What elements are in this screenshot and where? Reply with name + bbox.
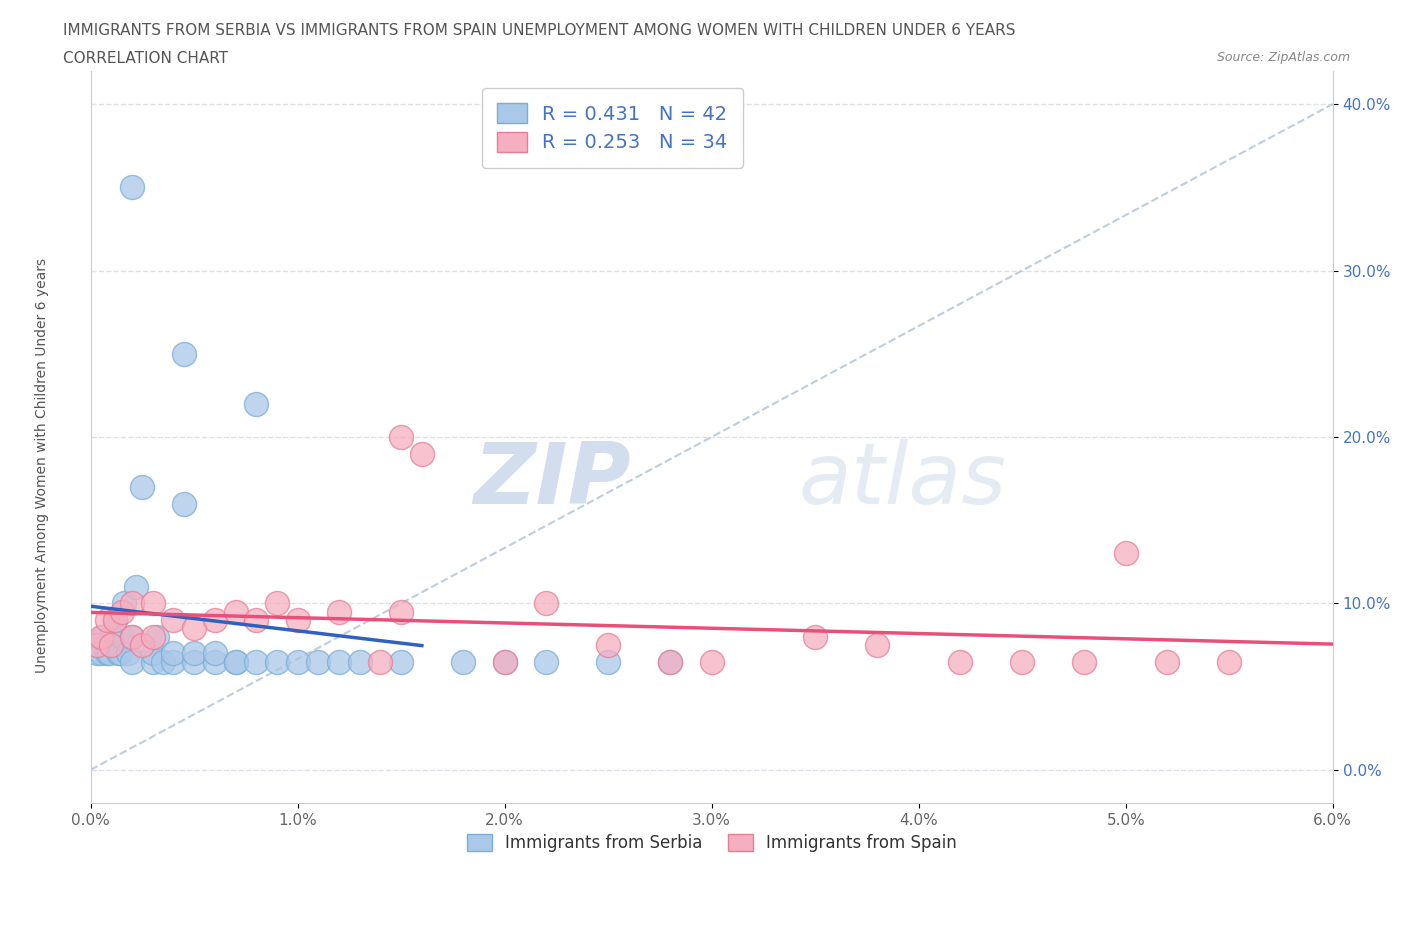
Point: [86, 645, 108, 660]
Point: [96, 645, 118, 660]
Point: [389, 430, 412, 445]
Point: [117, 645, 139, 660]
Point: [107, 645, 129, 660]
Legend: Immigrants from Serbia, Immigrants from Spain: Immigrants from Serbia, Immigrants from …: [458, 826, 965, 860]
Text: IMMIGRANTS FROM SERBIA VS IMMIGRANTS FROM SPAIN UNEMPLOYMENT AMONG WOMEN WITH CH: IMMIGRANTS FROM SERBIA VS IMMIGRANTS FRO…: [63, 23, 1015, 38]
Point: [121, 630, 143, 644]
Point: [91, 630, 114, 644]
Point: [245, 396, 267, 411]
Point: [125, 579, 148, 594]
Point: [700, 654, 723, 669]
Point: [121, 630, 143, 644]
Point: [146, 630, 169, 644]
Point: [100, 638, 122, 653]
Point: [804, 630, 827, 644]
Point: [598, 654, 620, 669]
Point: [100, 630, 122, 644]
Point: [111, 604, 134, 619]
Point: [866, 638, 889, 653]
Point: [245, 613, 267, 628]
Point: [104, 613, 127, 628]
Point: [287, 654, 309, 669]
Point: [162, 654, 184, 669]
Point: [111, 630, 134, 644]
Point: [142, 630, 165, 644]
Point: [142, 645, 165, 660]
Point: [328, 604, 350, 619]
Point: [121, 654, 143, 669]
Point: [494, 654, 516, 669]
Point: [121, 596, 143, 611]
Point: [98, 645, 121, 660]
Point: [162, 613, 184, 628]
Point: [266, 654, 288, 669]
Point: [204, 654, 226, 669]
Point: [494, 654, 516, 669]
Point: [225, 654, 247, 669]
Point: [104, 613, 127, 628]
Point: [131, 480, 153, 495]
Point: [142, 654, 165, 669]
Point: [1156, 654, 1178, 669]
Point: [204, 613, 226, 628]
Point: [204, 645, 226, 660]
Point: [389, 654, 412, 669]
Point: [1218, 654, 1240, 669]
Point: [100, 638, 122, 653]
Point: [659, 654, 682, 669]
Point: [245, 654, 267, 669]
Point: [86, 638, 108, 653]
Point: [307, 654, 329, 669]
Point: [90, 630, 112, 644]
Point: [411, 446, 433, 461]
Point: [108, 645, 131, 660]
Point: [152, 654, 174, 669]
Text: CORRELATION CHART: CORRELATION CHART: [63, 51, 228, 66]
Point: [162, 645, 184, 660]
Point: [287, 613, 309, 628]
Point: [949, 654, 972, 669]
Text: ZIP: ZIP: [474, 439, 631, 523]
Point: [389, 604, 412, 619]
Text: atlas: atlas: [799, 439, 1007, 523]
Point: [131, 638, 153, 653]
Point: [598, 638, 620, 653]
Point: [183, 645, 205, 660]
Point: [96, 613, 118, 628]
Point: [534, 654, 557, 669]
Point: [90, 645, 112, 660]
Point: [328, 654, 350, 669]
Text: Source: ZipAtlas.com: Source: ZipAtlas.com: [1216, 51, 1350, 64]
Point: [370, 654, 392, 669]
Point: [121, 179, 143, 194]
Point: [1115, 546, 1137, 561]
Point: [173, 496, 195, 511]
Point: [112, 596, 135, 611]
Point: [142, 596, 165, 611]
Point: [1011, 654, 1033, 669]
Point: [451, 654, 474, 669]
Text: Unemployment Among Women with Children Under 6 years: Unemployment Among Women with Children U…: [35, 258, 49, 672]
Point: [225, 604, 247, 619]
Point: [183, 621, 205, 636]
Point: [534, 596, 557, 611]
Point: [225, 654, 247, 669]
Point: [173, 346, 195, 361]
Point: [183, 654, 205, 669]
Point: [349, 654, 371, 669]
Point: [266, 596, 288, 611]
Point: [659, 654, 682, 669]
Point: [1073, 654, 1095, 669]
